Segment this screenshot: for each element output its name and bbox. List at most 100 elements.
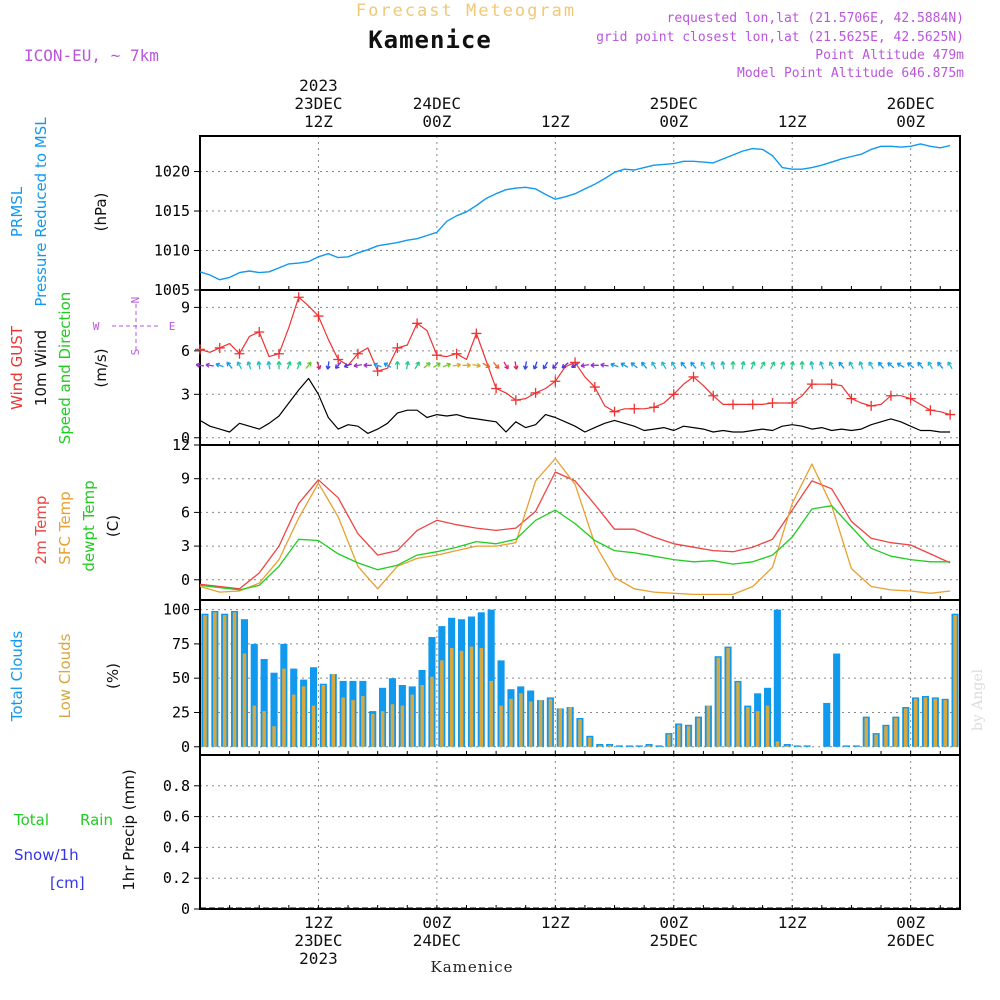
top-time-label: 2023 bbox=[299, 76, 338, 95]
product-title: Forecast Meteogram bbox=[356, 1, 576, 21]
wind-direction-arrow bbox=[394, 360, 401, 370]
precip-snow-label: Snow/1h bbox=[14, 846, 79, 864]
low-cloud-bar bbox=[558, 708, 562, 747]
low-cloud-bar bbox=[933, 698, 938, 747]
compass-west: W bbox=[93, 320, 100, 333]
pressure-units: (hPa) bbox=[92, 193, 110, 232]
gust-marker bbox=[412, 318, 423, 329]
low-cloud-bar bbox=[311, 705, 316, 747]
precip-cm-label: [cm] bbox=[50, 874, 85, 892]
low-cloud-bar bbox=[765, 705, 770, 747]
total-cloud-bar bbox=[852, 745, 860, 747]
sfc-temp-line bbox=[199, 457, 951, 596]
y-tick-label: 6 bbox=[181, 503, 190, 521]
panel-frame bbox=[199, 754, 961, 910]
gust-marker bbox=[885, 390, 896, 401]
top-time-label: 23DEC bbox=[294, 94, 342, 113]
y-tick-label: 0 bbox=[181, 900, 190, 918]
gust-marker bbox=[668, 389, 679, 400]
low-cloud-bar bbox=[528, 701, 533, 747]
gust-marker bbox=[905, 393, 916, 404]
dewpoint-line bbox=[199, 505, 951, 591]
wind-direction-arrow bbox=[947, 361, 953, 370]
time-label: 23DEC bbox=[294, 931, 342, 950]
temp2m-label: 2m Temp bbox=[32, 496, 50, 565]
top-time-label: 12Z bbox=[304, 112, 333, 131]
total-cloud-bar bbox=[606, 744, 614, 747]
low-cloud-bar bbox=[913, 698, 918, 747]
low-cloud-bar bbox=[380, 711, 385, 747]
total-cloud-bar bbox=[655, 745, 663, 747]
total-cloud-bar bbox=[615, 745, 623, 747]
wind-direction-arrow bbox=[690, 361, 697, 369]
low-cloud-bar bbox=[686, 726, 691, 747]
low-cloud-bar bbox=[706, 705, 711, 747]
low-cloud-bar bbox=[252, 705, 257, 747]
low-cloud-bar bbox=[351, 700, 355, 747]
gust-marker bbox=[945, 409, 956, 420]
wind-direction-arrow bbox=[710, 361, 716, 370]
low-cloud-bar bbox=[519, 693, 523, 747]
low-cloud-bar bbox=[479, 648, 484, 747]
total-cloud-bar bbox=[250, 643, 258, 747]
wind-direction-arrow bbox=[819, 361, 825, 370]
wind-direction-arrow bbox=[720, 360, 726, 370]
gust-marker bbox=[273, 348, 284, 359]
low-cloud-bar bbox=[647, 745, 651, 747]
model-altitude: Model Point Altitude 646.875m bbox=[737, 66, 964, 81]
time-label: 26DEC bbox=[887, 931, 935, 950]
gust-marker bbox=[589, 382, 600, 393]
time-label: 12Z bbox=[304, 913, 333, 932]
wind-direction-arrow bbox=[316, 361, 322, 370]
low-cloud-bar bbox=[331, 674, 335, 747]
wind-direction-arrow bbox=[750, 361, 756, 370]
time-label: 2023 bbox=[299, 949, 338, 968]
pressure-panel: 1005 1010 1015 1020 bbox=[154, 135, 961, 299]
time-label: 12Z bbox=[778, 913, 807, 932]
wind-direction-arrow bbox=[353, 362, 363, 369]
wind-direction-arrow bbox=[305, 361, 312, 369]
clouds-panel: 0 25 50 75 100 bbox=[163, 599, 961, 756]
time-label: 12Z bbox=[541, 913, 570, 932]
total-cloud-bar bbox=[803, 745, 811, 747]
top-time-label: 12Z bbox=[778, 112, 807, 131]
wind-direction-arrow bbox=[522, 361, 529, 370]
clouds-axis-label: Total Clouds Low Clouds (%) bbox=[8, 631, 122, 723]
wind-direction-arrow bbox=[780, 361, 786, 370]
precip-axis-label: Total Rain Snow/1h [cm] 1hr Precip (mm) bbox=[13, 769, 138, 892]
watermark: by Angel bbox=[970, 668, 986, 731]
low-cloud-bar bbox=[775, 741, 780, 747]
total-cloud-bar bbox=[260, 659, 268, 747]
wind-direction-arrow bbox=[325, 361, 331, 370]
wind-direction-arrow bbox=[868, 361, 874, 370]
low-cloud-bar bbox=[588, 737, 592, 747]
low-cloud-bar bbox=[430, 676, 434, 747]
low-cloud-bar bbox=[884, 726, 888, 747]
wind-direction-arrow bbox=[858, 361, 864, 370]
total-cloud-bar bbox=[596, 744, 604, 747]
gust-marker bbox=[767, 397, 778, 408]
gust-marker bbox=[787, 397, 798, 408]
gust-marker bbox=[471, 328, 482, 339]
low-cloud-bar bbox=[440, 660, 444, 747]
wind-direction-arrow bbox=[532, 361, 538, 370]
low-cloud-bar bbox=[509, 698, 513, 747]
low-cloud-bar bbox=[262, 711, 266, 747]
panel-frame bbox=[199, 444, 961, 601]
top-time-label: 00Z bbox=[422, 112, 451, 131]
total-cloud-bar bbox=[487, 609, 495, 747]
y-tick-label: 25 bbox=[172, 703, 190, 721]
y-tick-label: 1010 bbox=[154, 242, 190, 260]
y-tick-label: 3 bbox=[181, 537, 190, 555]
y-tick-label: 0.6 bbox=[163, 808, 190, 826]
wind-direction-arrow bbox=[620, 362, 629, 368]
total-cloud-bar bbox=[783, 744, 791, 747]
low-cloud-bar bbox=[667, 734, 671, 747]
y-tick-label: 9 bbox=[181, 298, 190, 316]
low-cloud-bar bbox=[943, 700, 947, 747]
top-time-label: 00Z bbox=[896, 112, 925, 131]
wind-direction-arrow bbox=[433, 362, 441, 368]
wind-direction-arrow bbox=[630, 362, 638, 369]
gust-marker bbox=[826, 379, 837, 390]
wind-direction-arrow bbox=[256, 360, 262, 370]
